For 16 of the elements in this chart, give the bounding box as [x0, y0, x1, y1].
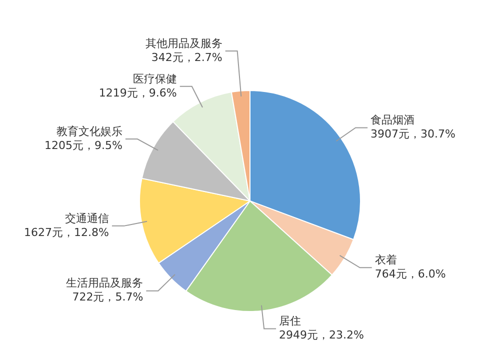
slice-label: 医疗保健 — [132, 72, 177, 86]
data-label: 764元，6.0% — [374, 268, 446, 281]
data-label: 342元，2.7% — [151, 50, 222, 64]
slice-label: 衣着 — [374, 254, 397, 267]
data-label: 722元，5.7% — [72, 290, 144, 304]
data-label: 1219元，9.6% — [98, 86, 177, 100]
slice-label: 生活用品及服务 — [66, 276, 144, 290]
data-label: 1205元，9.5% — [44, 138, 122, 152]
slice-label: 交通通信 — [64, 212, 109, 225]
slice-label: 其他用品及服务 — [145, 36, 222, 50]
slice-label: 教育文化娱乐 — [56, 124, 122, 138]
slice-label: 居住 — [279, 314, 302, 328]
data-label: 2949元，23.2% — [279, 328, 364, 342]
data-label: 3907元，30.7% — [370, 128, 456, 141]
data-label: 1627元，12.8% — [24, 226, 109, 239]
slice-label: 食品烟酒 — [370, 114, 415, 127]
